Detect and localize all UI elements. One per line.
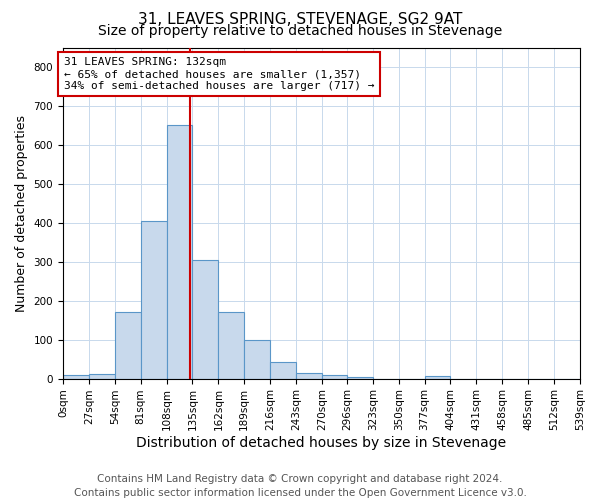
Text: 31, LEAVES SPRING, STEVENAGE, SG2 9AT: 31, LEAVES SPRING, STEVENAGE, SG2 9AT — [138, 12, 462, 28]
Bar — [347, 376, 373, 378]
Bar — [63, 376, 89, 378]
Bar — [218, 312, 244, 378]
Text: Size of property relative to detached houses in Stevenage: Size of property relative to detached ho… — [98, 24, 502, 38]
Bar — [322, 374, 347, 378]
Text: 31 LEAVES SPRING: 132sqm
← 65% of detached houses are smaller (1,357)
34% of sem: 31 LEAVES SPRING: 132sqm ← 65% of detach… — [64, 58, 374, 90]
X-axis label: Distribution of detached houses by size in Stevenage: Distribution of detached houses by size … — [136, 436, 506, 450]
Text: Contains HM Land Registry data © Crown copyright and database right 2024.
Contai: Contains HM Land Registry data © Crown c… — [74, 474, 526, 498]
Bar — [270, 362, 296, 378]
Bar — [89, 374, 115, 378]
Y-axis label: Number of detached properties: Number of detached properties — [15, 114, 28, 312]
Bar — [140, 221, 167, 378]
Bar — [296, 373, 322, 378]
Bar — [193, 260, 218, 378]
Bar — [115, 312, 140, 378]
Bar — [244, 340, 270, 378]
Bar — [425, 376, 451, 378]
Bar — [167, 126, 193, 378]
